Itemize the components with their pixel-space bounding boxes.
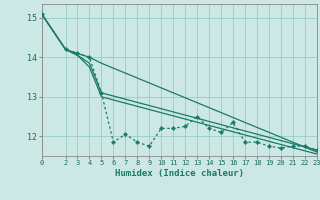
X-axis label: Humidex (Indice chaleur): Humidex (Indice chaleur) [115,169,244,178]
